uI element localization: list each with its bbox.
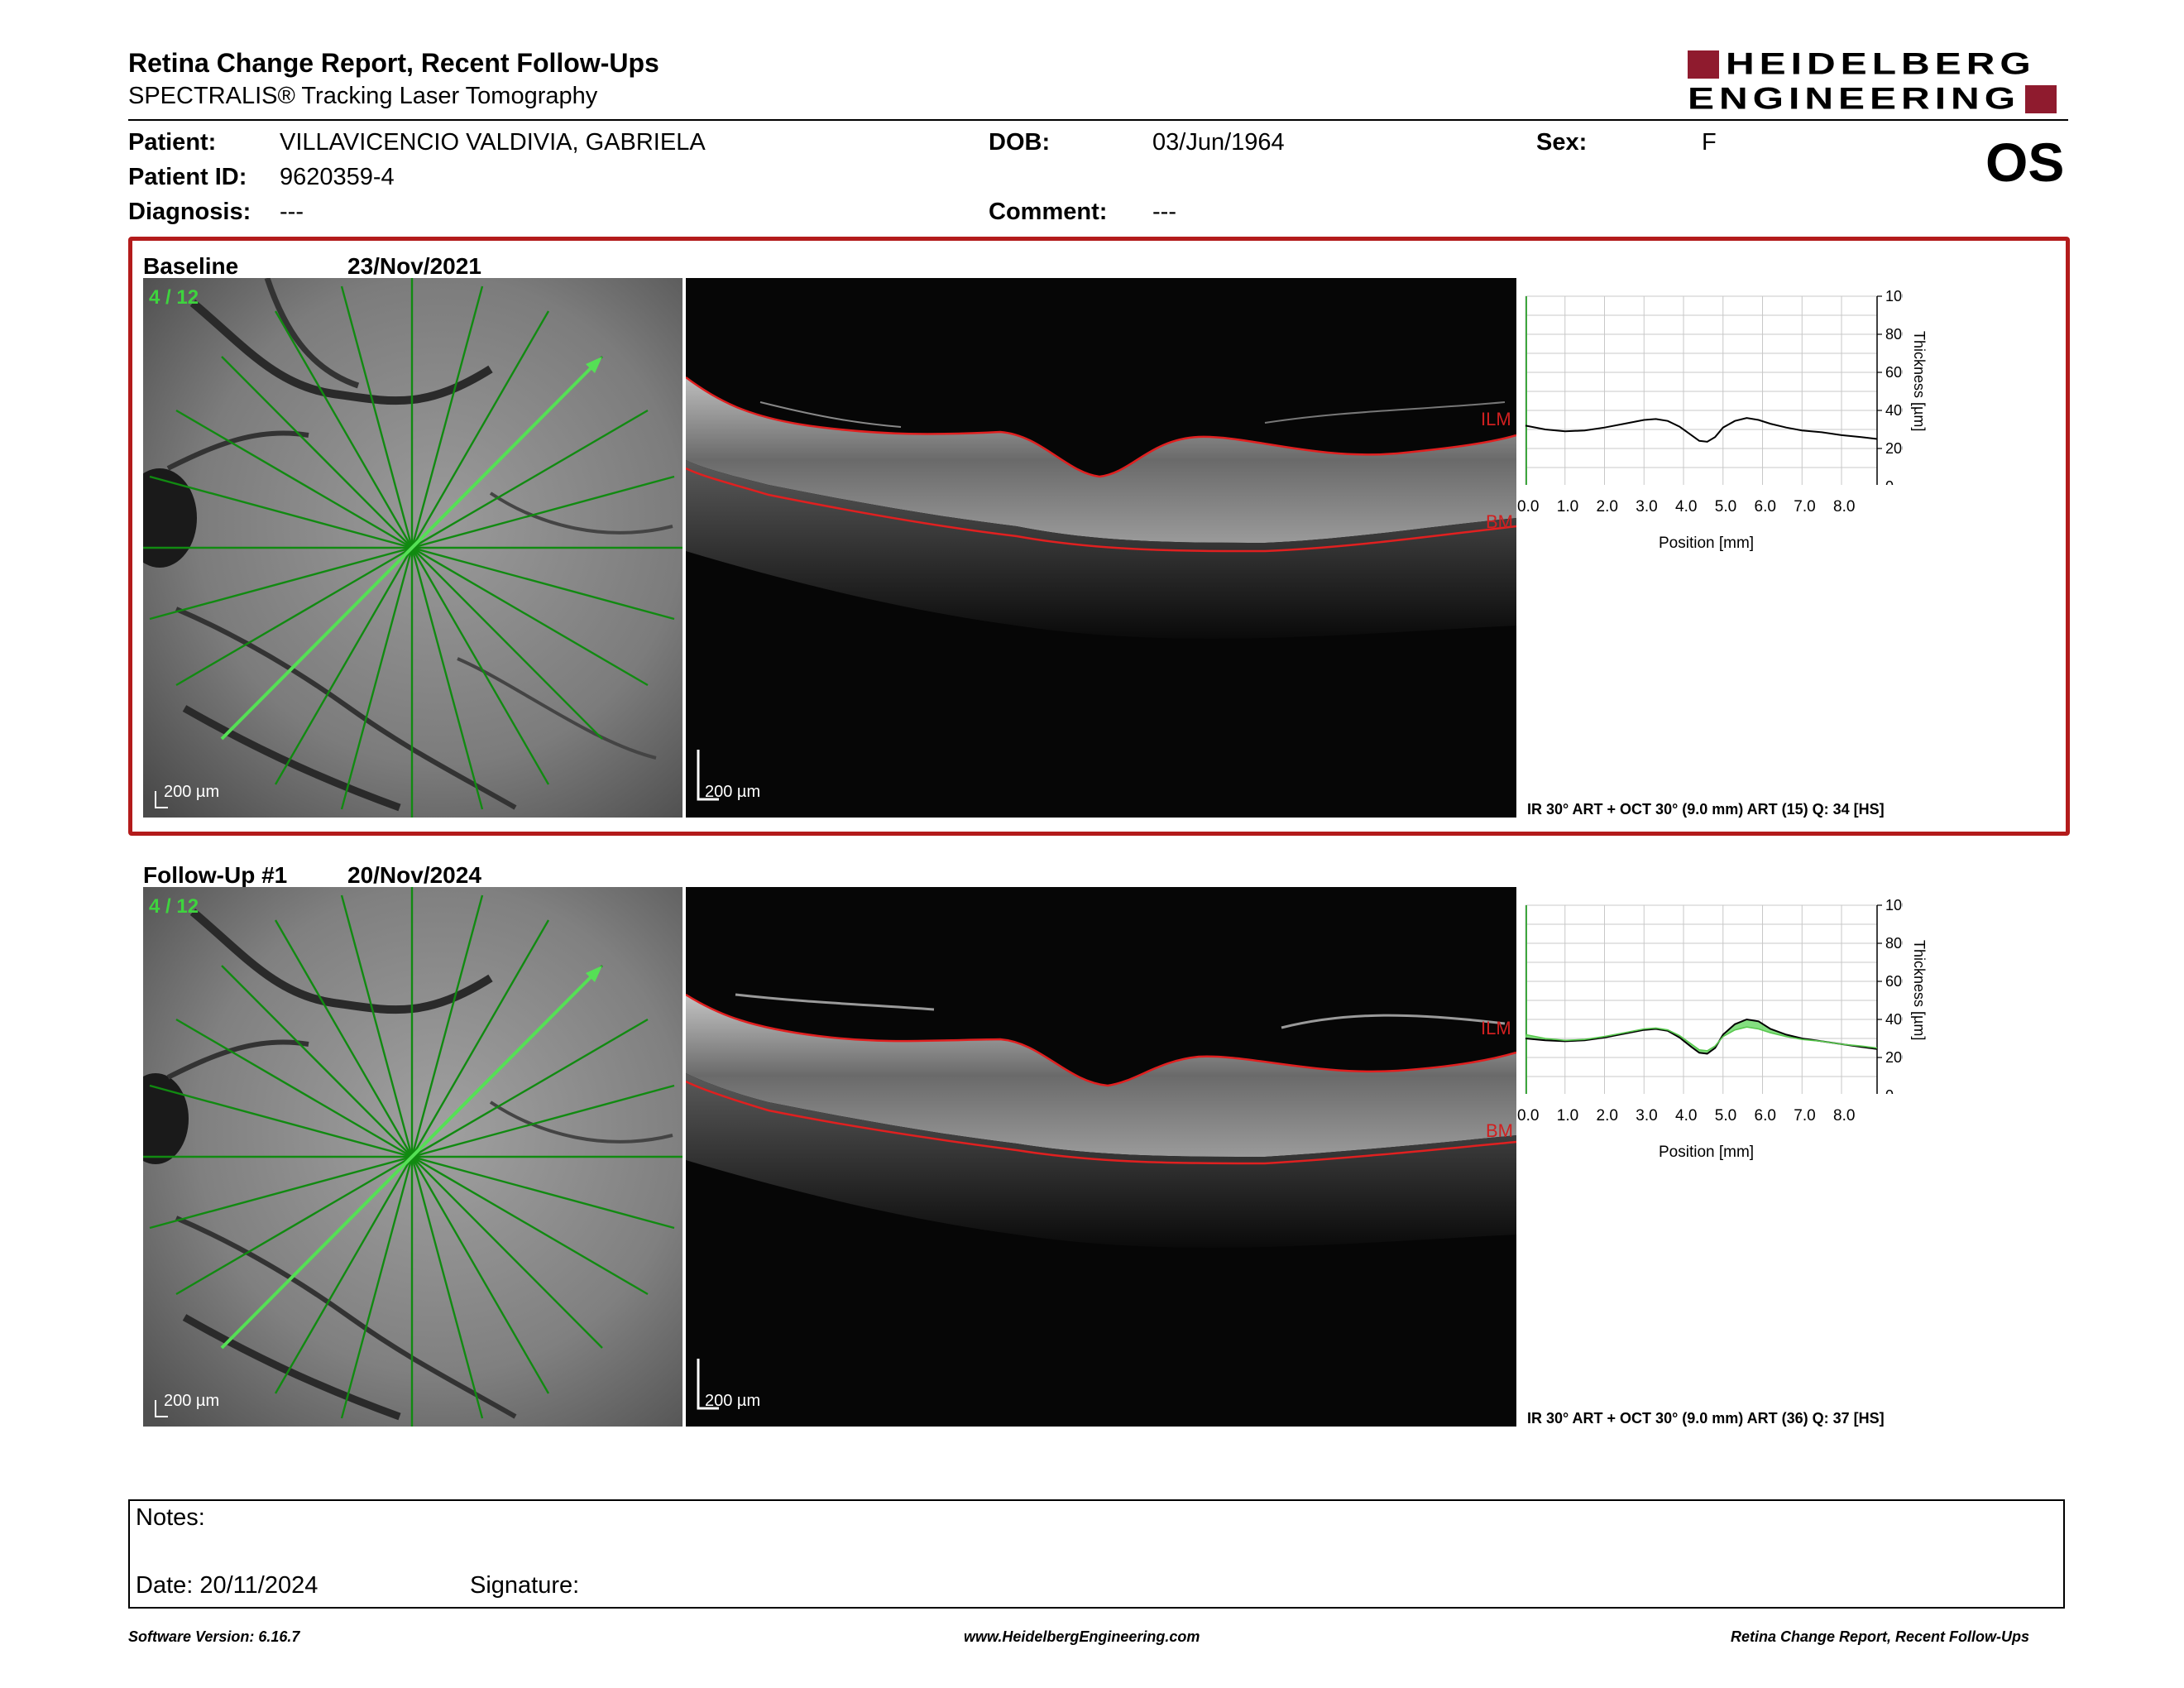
header-divider <box>128 119 2068 121</box>
sex-label: Sex: <box>1536 129 1588 156</box>
patient-id-value: 9620359-4 <box>280 164 395 190</box>
baseline-grid <box>1525 295 1877 485</box>
followup-x-tick-label: 2.0 <box>1596 1107 1618 1125</box>
baseline-fundus-scale: 200 µm <box>164 783 220 801</box>
baseline-x-tick-label: 4.0 <box>1675 498 1698 516</box>
baseline-x-axis-label: Position [mm] <box>1659 535 1755 552</box>
eye-indicator: OS <box>1985 132 2065 193</box>
baseline-panel <box>128 237 2070 836</box>
report-subtitle: SPECTRALIS® Tracking Laser Tomography <box>128 83 598 109</box>
followup-date: 20/Nov/2024 <box>347 862 481 888</box>
comment-label: Comment: <box>989 199 1108 225</box>
oct-svg <box>686 887 1516 1427</box>
followup-fundus-scale: 200 µm <box>164 1392 220 1410</box>
followup-ilm-label: ILM <box>1481 1018 1511 1038</box>
patient-label: Patient: <box>128 129 217 156</box>
radial-scan-lines <box>143 278 682 818</box>
followup-y-tick-label: 400 <box>1885 1011 1903 1028</box>
baseline-label: Baseline <box>143 253 239 279</box>
baseline-fundus-image[interactable] <box>143 278 682 818</box>
baseline-y-tick-label: 400 <box>1885 402 1903 419</box>
fundus-svg <box>143 887 682 1427</box>
baseline-date: 23/Nov/2021 <box>347 253 481 279</box>
baseline-ilm-label: ILM <box>1481 409 1511 429</box>
followup-x-tick-label: 4.0 <box>1675 1107 1698 1125</box>
followup-acquisition-info: IR 30° ART + OCT 30° (9.0 mm) ART (36) Q… <box>1527 1410 1885 1427</box>
baseline-x-tick-label: 0.0 <box>1517 498 1540 516</box>
logo-line-2: ENGINEERING <box>1688 83 2057 116</box>
footer-report-name: Retina Change Report, Recent Follow-Ups <box>1731 1628 2030 1645</box>
logo-line-1: HEIDELBERG <box>1688 48 2036 81</box>
baseline-scan-index: 4 / 12 <box>149 286 199 309</box>
dob-value: 03/Jun/1964 <box>1152 129 1285 156</box>
baseline-oct-scale: 200 µm <box>705 783 761 801</box>
baseline-x-tick-label: 8.0 <box>1833 498 1856 516</box>
notes-label: Notes: <box>136 1504 205 1531</box>
baseline-x-tick-label: 6.0 <box>1754 498 1776 516</box>
diagnosis-value: --- <box>280 199 304 225</box>
followup-y-tick-label: 1000 <box>1885 897 1903 914</box>
logo-text-2: ENGINEERING <box>1688 81 2021 117</box>
followup-series-line-0 <box>1525 1018 1878 1055</box>
baseline-oct-scan[interactable] <box>686 278 1516 818</box>
baseline-x-tick-label: 7.0 <box>1794 498 1816 516</box>
followup-x-tick-label: 6.0 <box>1754 1107 1776 1125</box>
notes-box[interactable] <box>128 1499 2065 1609</box>
followup-y-tick-label: 600 <box>1885 973 1903 990</box>
followup-fundus-image[interactable] <box>143 887 682 1427</box>
baseline-x-tick-label: 2.0 <box>1596 498 1618 516</box>
logo-square-icon <box>2025 85 2057 113</box>
website-link[interactable]: www.HeidelbergEngineering.com <box>964 1628 1200 1645</box>
followup-x-axis-label: Position [mm] <box>1659 1144 1755 1161</box>
followup-difference-area <box>1525 1019 1877 1054</box>
baseline-y-tick-label: 1000 <box>1885 288 1903 305</box>
baseline-thickness-chart: 0 200 400 600 800 1000 <box>1525 288 1903 485</box>
dob-label: DOB: <box>989 129 1051 156</box>
baseline-y-axis-label: Thickness [µm] <box>1911 331 1928 432</box>
followup-grid <box>1525 904 1877 1094</box>
baseline-acquisition-info: IR 30° ART + OCT 30° (9.0 mm) ART (15) Q… <box>1527 801 1885 818</box>
logo-text-1: HEIDELBERG <box>1726 46 2036 82</box>
diagnosis-label: Diagnosis: <box>128 199 251 225</box>
fundus-svg <box>143 278 682 818</box>
patient-id-label: Patient ID: <box>128 164 247 190</box>
sex-value: F <box>1702 129 1717 156</box>
baseline-y-tick-label: 800 <box>1885 326 1903 343</box>
logo-square-icon <box>1688 50 1719 79</box>
baseline-series-line-0 <box>1525 417 1878 443</box>
signature-label: Signature: <box>470 1572 580 1599</box>
followup-x-tick-label: 1.0 <box>1556 1107 1579 1125</box>
followup-label: Follow-Up #1 <box>143 862 288 888</box>
baseline-x-tick-label: 1.0 <box>1556 498 1579 516</box>
followup-oct-scan[interactable] <box>686 887 1516 1427</box>
followup-x-tick-label: 7.0 <box>1794 1107 1816 1125</box>
patient-name: VILLAVICENCIO VALDIVIA, GABRIELA <box>280 129 706 156</box>
followup-y-axis-label: Thickness [µm] <box>1911 940 1928 1041</box>
baseline-y-tick-label: 200 <box>1885 440 1903 457</box>
followup-x-tick-label: 3.0 <box>1636 1107 1658 1125</box>
followup-x-tick-label: 8.0 <box>1833 1107 1856 1125</box>
followup-x-tick-label: 5.0 <box>1714 1107 1737 1125</box>
baseline-bm-label: BM <box>1486 511 1513 532</box>
report-title: Retina Change Report, Recent Follow-Ups <box>128 48 659 78</box>
baseline-x-tick-label: 5.0 <box>1714 498 1737 516</box>
comment-value: --- <box>1152 199 1176 225</box>
oct-svg <box>686 278 1516 818</box>
baseline-x-tick-label: 3.0 <box>1636 498 1658 516</box>
followup-scan-index: 4 / 12 <box>149 895 199 918</box>
followup-x-tick-label: 0.0 <box>1517 1107 1540 1125</box>
baseline-y-tick-label: 600 <box>1885 364 1903 381</box>
followup-bm-label: BM <box>1486 1120 1513 1141</box>
followup-y-tick-label: 0 <box>1885 1087 1894 1094</box>
followup-y-tick-label: 200 <box>1885 1049 1903 1066</box>
software-version: Software Version: 6.16.7 <box>128 1628 300 1645</box>
notes-date: Date: 20/11/2024 <box>136 1572 318 1599</box>
followup-oct-scale: 200 µm <box>705 1392 761 1410</box>
active-scan-line <box>220 361 598 741</box>
followup-series-line-1 <box>1525 1026 1878 1052</box>
followup-thickness-chart: 0 200 400 600 800 1000 <box>1525 897 1903 1094</box>
followup-y-tick-label: 800 <box>1885 935 1903 952</box>
baseline-y-tick-label: 0 <box>1885 478 1894 485</box>
